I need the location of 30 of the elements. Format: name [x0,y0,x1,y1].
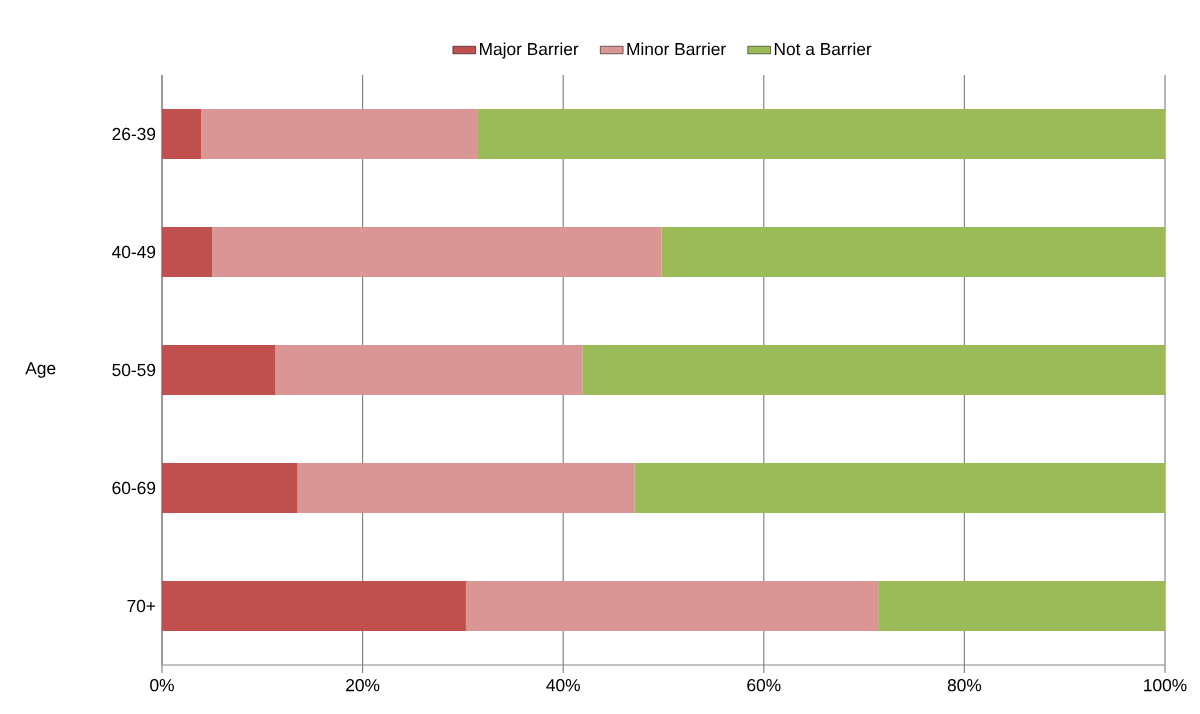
x-tick-label: 100% [1144,679,1187,692]
bar [162,463,298,513]
bar [162,227,213,277]
bar [878,581,1165,631]
bar [162,581,466,631]
x-tick-label: 20% [346,679,380,692]
legend-label: Minor Barrier [627,42,726,56]
bar [201,109,478,159]
bar [275,345,583,395]
y-tick-label: 40-49 [112,245,156,259]
bar [212,227,662,277]
x-tick-label: 80% [947,679,982,692]
y-tick-label: 50-59 [112,363,156,377]
x-tick-label: 60% [747,679,781,692]
bar [661,227,1165,277]
x-tick-label: 0% [150,679,174,692]
y-tick-label: 26-39 [112,127,156,141]
legend-label: Major Barrier [479,42,579,59]
y-axis-title: Age [25,362,56,378]
bar [465,581,879,631]
bar [297,463,635,513]
bar [162,109,202,159]
y-tick-label: 60-69 [112,481,156,495]
legend-label: Not a Barrier [774,42,872,56]
y-tick-label: 70+ [127,599,156,613]
bar [162,345,276,395]
bar [634,463,1165,513]
bar [477,109,1165,159]
x-tick-label: 40% [546,679,580,692]
bar [582,345,1165,395]
